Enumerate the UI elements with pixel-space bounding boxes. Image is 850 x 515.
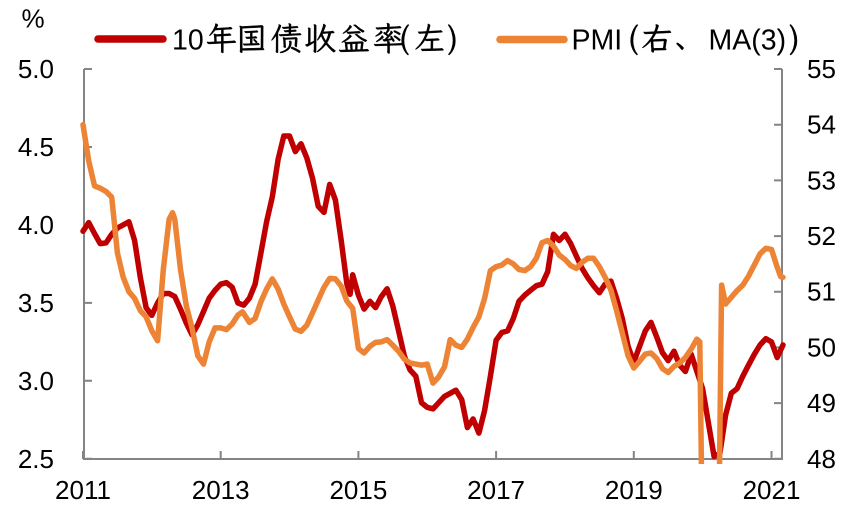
svg-text:4.5: 4.5 [18,132,54,162]
svg-text:2017: 2017 [467,475,525,505]
svg-text:10: 10 [172,24,204,56]
svg-text:52: 52 [807,221,836,251]
svg-text:54: 54 [807,110,836,140]
svg-text:3.0: 3.0 [18,366,54,396]
svg-text:53: 53 [807,165,836,195]
svg-text:2021: 2021 [743,475,801,505]
svg-text:49: 49 [807,388,836,418]
svg-text:4.0: 4.0 [18,210,54,240]
svg-text:2015: 2015 [329,475,387,505]
svg-text:55: 55 [807,54,836,84]
svg-text:2011: 2011 [55,475,111,505]
svg-text:3.5: 3.5 [18,288,54,318]
svg-text:2013: 2013 [192,475,250,505]
svg-text:2.5: 2.5 [18,444,54,474]
svg-text:2019: 2019 [605,475,663,505]
svg-text:51: 51 [807,277,836,307]
svg-text:48: 48 [807,444,836,474]
svg-text:MA(3): MA(3) [709,24,787,56]
svg-text:50: 50 [807,332,836,362]
svg-text:PMI: PMI [572,24,623,56]
svg-text:%: % [22,4,45,34]
svg-text:5.0: 5.0 [18,54,54,84]
